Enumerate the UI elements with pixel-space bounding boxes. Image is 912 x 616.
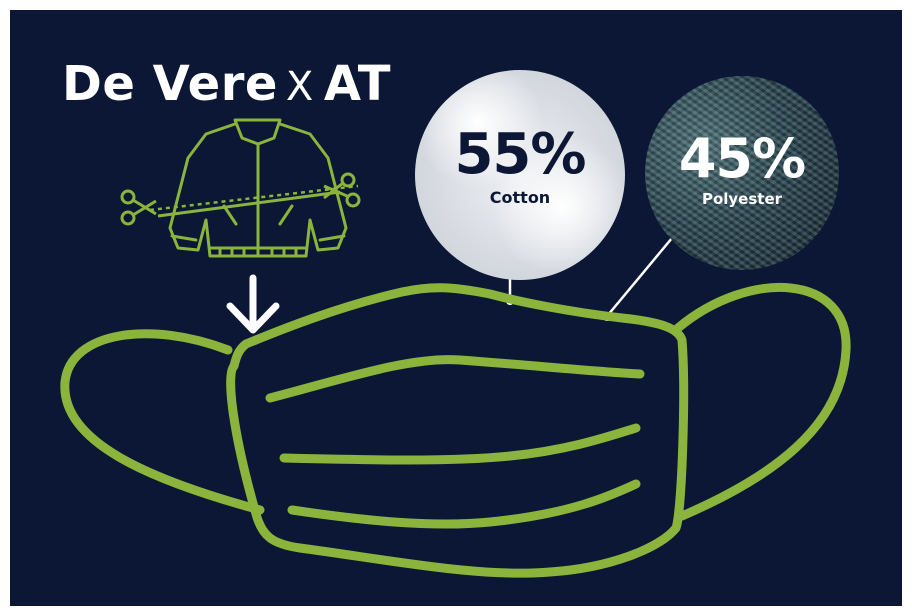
- infographic-canvas: De Vere X AT 55% Cotton 45% Polyester: [10, 10, 902, 606]
- mask-pleat-bottom: [287, 479, 641, 529]
- polyester-bubble: 45% Polyester: [645, 76, 839, 270]
- title-separator: X: [285, 64, 314, 110]
- cotton-percent: 55%: [454, 122, 586, 187]
- illustration-layer: [60, 118, 851, 578]
- left-ear-loop: [60, 329, 265, 515]
- title-brand-right: AT: [323, 56, 391, 112]
- cut-line: [149, 184, 359, 212]
- cotton-label: Cotton: [489, 188, 551, 207]
- face-mask-illustration: [60, 283, 851, 578]
- polyester-percent: 45%: [678, 127, 806, 190]
- title-brand-left: De Vere: [62, 56, 278, 112]
- polyester-connector-line: [607, 231, 678, 316]
- mask-body: [226, 283, 689, 578]
- mask-pleat-middle: [279, 423, 641, 465]
- mask-pleat-top: [265, 355, 645, 403]
- jacket-icon: [168, 118, 348, 258]
- cut-stroke: [157, 190, 341, 218]
- cotton-bubble: 55% Cotton: [415, 70, 625, 280]
- scissors-icon: [323, 172, 361, 208]
- page-title: De Vere X AT: [62, 54, 391, 117]
- polyester-label: Polyester: [701, 190, 783, 208]
- scissors-icon: [120, 189, 157, 226]
- down-arrow-icon: [226, 274, 280, 334]
- right-ear-loop: [673, 283, 851, 521]
